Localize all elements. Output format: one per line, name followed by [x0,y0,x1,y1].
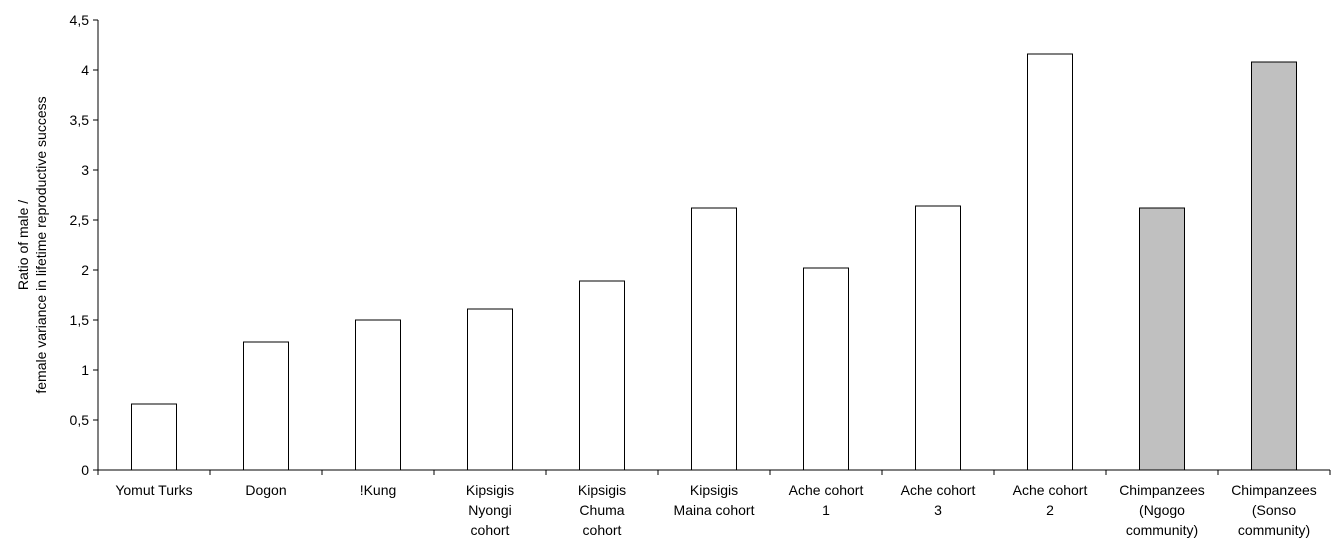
x-category-label-line: Kipsigis [578,482,626,498]
x-category-label-line: Dogon [245,482,286,498]
x-category-label-line: community) [1126,522,1198,538]
x-category-label-line: 2 [1046,502,1054,518]
x-category-label: Kipsigis Chuma cohort [578,482,626,538]
x-category-label: Chimpanzees (Sonso community) [1231,482,1317,538]
y-tick-label: 1,5 [70,312,90,328]
bar [355,319,401,471]
x-category-label: Dogon [245,482,286,498]
x-category-label-line: Ache cohort [1013,482,1088,498]
x-category-label: Ache cohort 1 [789,482,864,518]
y-tick-label: 3 [81,162,89,178]
bars [131,53,1297,471]
x-category-label: Kipsigis Nyongi cohort [466,482,514,538]
x-category-label-line: Ache cohort [901,482,976,498]
x-category-label-line: Nyongi [468,502,512,518]
y-axis-title: Ratio of male / female variance in lifeti… [15,96,49,393]
bar [131,403,177,471]
bar [1251,61,1297,471]
y-axis-title-line: female variance in lifetime reproductive… [33,96,49,393]
x-category-label: Yomut Turks [115,482,192,498]
y-tick-label: 2 [81,262,89,278]
x-category-label: Ache cohort 2 [1013,482,1088,518]
x-category-label-line: Chuma [579,502,624,518]
x-category-label: Chimpanzees (Ngogo community) [1119,482,1205,538]
x-category-label-line: 1 [822,502,830,518]
x-category-label-line: Kipsigis [466,482,514,498]
x-category-label-line: (Ngogo [1139,502,1185,518]
x-category-label: Kipsigis Maina cohort [674,482,755,518]
x-category-label: !Kung [360,482,397,498]
y-axis-label: Ratio of male / female variance in lifeti… [15,96,49,393]
x-category-label-line: cohort [471,522,510,538]
x-category-label-line: cohort [583,522,622,538]
x-axis-labels: Yomut Turks Dogon !Kung Kipsigis Nyongi cohor… [115,482,1316,538]
x-category-label-line: Chimpanzees [1231,482,1317,498]
y-tick-label: 2,5 [70,212,90,228]
bar [579,280,625,471]
bar [691,207,737,471]
x-category-label-line: Kipsigis [690,482,738,498]
x-category-label-line: Maina cohort [674,502,755,518]
bar [467,308,513,471]
y-tick-label: 1 [81,362,89,378]
x-category-label-line: (Sonso [1252,502,1297,518]
y-axis-title-line: Ratio of male / [15,200,31,290]
y-axis: 0 0,5 1 1,5 2 2,5 3 3,5 4 4,5 [70,12,1331,478]
x-category-label-line: 3 [934,502,942,518]
x-category-label-line: Yomut Turks [115,482,192,498]
y-tick-label: 4,5 [70,12,90,28]
x-category-label: Ache cohort 3 [901,482,976,518]
bar [1027,53,1073,471]
bar [1139,207,1185,471]
y-tick-label: 0,5 [70,412,90,428]
x-category-label-line: Ache cohort [789,482,864,498]
bar [243,341,289,471]
y-tick-label: 4 [81,62,89,78]
y-tick-label: 3,5 [70,112,90,128]
x-category-label-line: community) [1238,522,1310,538]
bar [915,205,961,471]
y-tick-label: 0 [81,462,89,478]
x-category-label-line: !Kung [360,482,397,498]
x-category-label-line: Chimpanzees [1119,482,1205,498]
bar [803,267,849,471]
